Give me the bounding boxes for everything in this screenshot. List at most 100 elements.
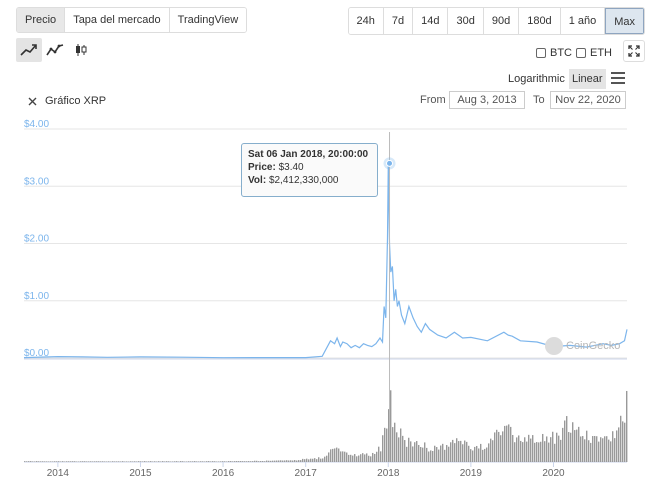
volume-bar [250, 461, 252, 462]
volume-bar [244, 461, 246, 462]
area-chart-button[interactable] [42, 38, 68, 62]
volume-bar [566, 416, 568, 462]
range-180d[interactable]: 180d [519, 8, 561, 34]
volume-bar [56, 461, 58, 462]
chart-menu-button[interactable] [611, 72, 625, 87]
volume-bar [336, 447, 338, 462]
line-chart-button[interactable] [16, 38, 42, 62]
volume-bar [50, 461, 52, 462]
volume-bar [556, 432, 558, 462]
volume-bar [190, 461, 192, 462]
range-max[interactable]: Max [605, 8, 644, 34]
candlestick-icon [76, 44, 87, 56]
volume-bar [82, 461, 84, 462]
volume-bar [440, 445, 442, 462]
volume-bar [616, 430, 618, 462]
volume-bar [344, 451, 346, 462]
volume-bar [430, 450, 432, 462]
x-tick-label: 2015 [129, 468, 152, 477]
volume-bar [32, 461, 34, 462]
volume-bar [110, 461, 112, 462]
volume-bar [386, 428, 388, 462]
volume-bar [304, 459, 306, 462]
volume-bar [176, 461, 178, 462]
volume-bar [474, 446, 476, 462]
volume-bar [384, 427, 386, 462]
volume-bar [124, 461, 126, 462]
from-label: From [420, 94, 446, 106]
range-90d[interactable]: 90d [483, 8, 520, 34]
volume-bar [256, 460, 258, 462]
volume-bar [526, 441, 528, 462]
volume-bar [40, 461, 42, 462]
to-date-input[interactable] [550, 91, 626, 109]
volume-bar [454, 443, 456, 462]
volume-bar [140, 461, 142, 462]
volume-bar [320, 458, 322, 462]
scale-logarithmic[interactable]: Logarithmic [508, 73, 565, 85]
candlestick-button[interactable] [68, 38, 94, 62]
volume-bar [28, 461, 30, 462]
volume-bar [436, 447, 438, 462]
volume-bar [30, 461, 32, 462]
volume-bar [458, 441, 460, 462]
range-30d[interactable]: 30d [448, 8, 484, 34]
range-14d[interactable]: 14d [413, 8, 449, 34]
x-tick-label: 2018 [377, 468, 400, 477]
volume-bar [606, 436, 608, 462]
volume-bar [342, 451, 344, 462]
volume-bar [376, 451, 378, 462]
volume-bar [340, 451, 342, 462]
range-7d[interactable]: 7d [383, 8, 414, 34]
volume-bar [464, 440, 466, 462]
volume-bar [480, 443, 482, 462]
tab-market-cap[interactable]: Tapa del mercado [65, 8, 170, 32]
range-1-year[interactable]: 1 año [560, 8, 606, 34]
volume-bar [550, 437, 552, 462]
coingecko-logo-icon [545, 337, 563, 355]
volume-bar [476, 445, 478, 462]
to-label: To [533, 94, 545, 106]
volume-bar [162, 461, 164, 462]
volume-bar [378, 446, 380, 462]
volume-bar [62, 461, 64, 462]
volume-bar [388, 409, 390, 462]
volume-bar [558, 435, 560, 462]
volume-bar [328, 452, 330, 462]
volume-bar [94, 461, 96, 462]
scale-linear[interactable]: Linear [569, 69, 606, 89]
from-date-input[interactable] [449, 91, 525, 109]
tab-precio[interactable]: Precio [17, 8, 66, 32]
volume-bar [214, 461, 216, 462]
volume-bar [216, 461, 218, 462]
compare-btc[interactable]: BTC [536, 47, 572, 59]
volume-bar [154, 461, 156, 462]
volume-bar [620, 415, 622, 462]
volume-bar [142, 461, 144, 462]
volume-bar [136, 461, 138, 462]
volume-bar [160, 461, 162, 462]
volume-bar [390, 390, 392, 462]
volume-bar [478, 448, 480, 462]
tooltip-price-label: Price: [248, 162, 276, 173]
volume-bar [540, 441, 542, 462]
volume-bar [438, 449, 440, 462]
volume-bar [368, 455, 370, 462]
volume-bar [372, 452, 374, 462]
volume-bar [554, 443, 556, 462]
compare-eth[interactable]: ETH [576, 47, 612, 59]
eth-checkbox[interactable] [576, 48, 586, 58]
volume-bar [450, 442, 452, 462]
btc-checkbox[interactable] [536, 48, 546, 58]
volume-bar [258, 461, 260, 462]
fullscreen-button[interactable] [623, 40, 645, 62]
volume-bar [380, 451, 382, 462]
range-24h[interactable]: 24h [348, 8, 384, 34]
btc-label: BTC [550, 47, 572, 59]
tab-tradingview[interactable]: TradingView [169, 8, 247, 32]
x-tick-label: 2020 [542, 468, 565, 477]
close-icon[interactable] [28, 97, 37, 106]
volume-bar [370, 456, 372, 462]
volume-bar [542, 433, 544, 462]
